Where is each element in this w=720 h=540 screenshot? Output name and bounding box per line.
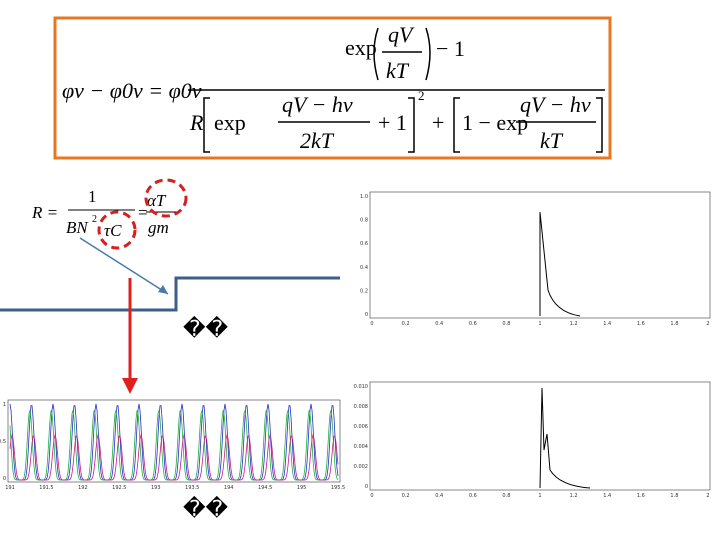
eq-lhs: φν − φ0ν = φ0ν <box>62 78 202 103</box>
x-tick-label: 1 <box>538 321 541 327</box>
x-tick-label: 195.5 <box>331 485 345 491</box>
x-tick-label: 0.8 <box>502 493 510 499</box>
arrow-head <box>158 285 168 294</box>
eq-minus-one: − 1 <box>436 36 465 61</box>
x-tick-label: 192 <box>78 485 88 491</box>
x-tick-label: 192.5 <box>112 485 126 491</box>
x-tick-label: 0.2 <box>402 493 410 499</box>
r-alpha: αT <box>147 191 167 210</box>
r-eq: = <box>138 203 148 222</box>
eq-plus: + <box>432 110 444 135</box>
x-tick-label: 1.8 <box>670 321 678 327</box>
y-tick-label: 0 <box>365 312 368 318</box>
x-tick-label: 195 <box>297 485 307 491</box>
eq-frac2-num: qV − hν <box>520 92 591 117</box>
eq-qv: qV <box>388 22 415 47</box>
y-tick-label: 0.2 <box>360 288 368 294</box>
r-num: 1 <box>88 187 97 206</box>
r-equation: R = 1 BN 2 τC = αT gm <box>31 187 180 240</box>
eq-exp1: exp <box>214 110 246 135</box>
x-tick-label: 0.8 <box>502 321 510 327</box>
eq-square: 2 <box>418 88 425 103</box>
y-tick-label: 0.6 <box>360 241 368 247</box>
y-tick-label: 1.0 <box>360 194 368 200</box>
plot-top: 1.0 0.8 0.6 0.4 0.2 00 0.2 0.4 0.6 0.8 1 1.2 1.4 1.6 1… <box>360 191 711 327</box>
y-tick-label: 0.010 <box>354 384 368 390</box>
x-tick-label: 2 <box>706 321 709 327</box>
x-tick-label: 194.5 <box>258 485 272 491</box>
x-tick-label: 1 <box>538 493 541 499</box>
y-tick-label: 0.008 <box>354 404 368 410</box>
x-tick-label: 1.4 <box>603 321 611 327</box>
eq-frac1-num: qV − hν <box>282 92 353 117</box>
x-tick-label: 1.6 <box>637 493 645 499</box>
x-tick-label: 193 <box>151 485 161 491</box>
x-tick-label: 1.4 <box>603 493 611 499</box>
x-tick-label: 0.6 <box>469 493 477 499</box>
eq-frac1-den: 2kT <box>300 128 335 153</box>
label-upper: �� <box>183 315 229 342</box>
y-tick-label: 0 <box>365 484 368 490</box>
y-tick-label: 0.8 <box>360 218 368 224</box>
r-sq: 2 <box>92 214 97 225</box>
y-tick-label: 0.002 <box>354 464 368 470</box>
x-tick-label: 194 <box>224 485 234 491</box>
x-tick-label: 0.4 <box>435 493 443 499</box>
x-tick-label: 0 <box>370 493 373 499</box>
x-tick-label: 1.2 <box>570 321 578 327</box>
equation-box <box>53 16 612 160</box>
arrow-head <box>122 378 138 394</box>
main-equation: φν − φ0ν = φ0ν exp qV kT − 1 R exp qV − … <box>62 22 605 153</box>
x-tick-label: 193.5 <box>185 485 199 491</box>
y-tick-label: 0.004 <box>354 444 368 450</box>
y-tick-label: 1 <box>3 402 6 408</box>
x-tick-label: 1.8 <box>670 493 678 499</box>
x-tick-label: 1.2 <box>570 493 578 499</box>
highlight-circle <box>144 178 188 218</box>
highlight-circle <box>97 210 137 250</box>
y-tick-label: 0.4 <box>360 265 368 271</box>
eq-plus-one: + 1 <box>378 110 407 135</box>
label-lower: �� <box>183 495 229 522</box>
eq-frac2-den: kT <box>540 128 564 153</box>
x-tick-label: 0 <box>370 321 373 327</box>
x-tick-label: 2 <box>706 493 709 499</box>
y-tick-label: 0.006 <box>354 424 368 430</box>
plot-oscillation: 1 0.5 0 191 191.5 192 192.5 193 193.5 194 194.5 195… <box>0 399 345 491</box>
x-tick-label: 0.4 <box>435 321 443 327</box>
y-tick-label: 0.5 <box>0 439 6 445</box>
eq-exp: exp <box>345 35 377 60</box>
eq-r: R <box>189 110 204 135</box>
x-tick-label: 191 <box>5 485 15 491</box>
eq-kt: kT <box>386 58 410 83</box>
r-tau: τC <box>104 221 122 240</box>
r-bn: BN <box>66 218 89 237</box>
pointer-arrow <box>79 237 169 295</box>
r-lhs: R = <box>31 203 58 222</box>
y-tick-label: 0 <box>3 476 6 482</box>
plot-bottom: 0.010 0.008 0.006 0.004 0.002 00 0.2 0.4 0.6 0.8 1… <box>354 381 711 499</box>
x-tick-label: 191.5 <box>39 485 53 491</box>
x-tick-label: 1.6 <box>637 321 645 327</box>
r-gm: gm <box>148 218 169 237</box>
x-tick-label: 0.6 <box>469 321 477 327</box>
step-signal <box>0 276 340 312</box>
x-tick-label: 0.2 <box>402 321 410 327</box>
